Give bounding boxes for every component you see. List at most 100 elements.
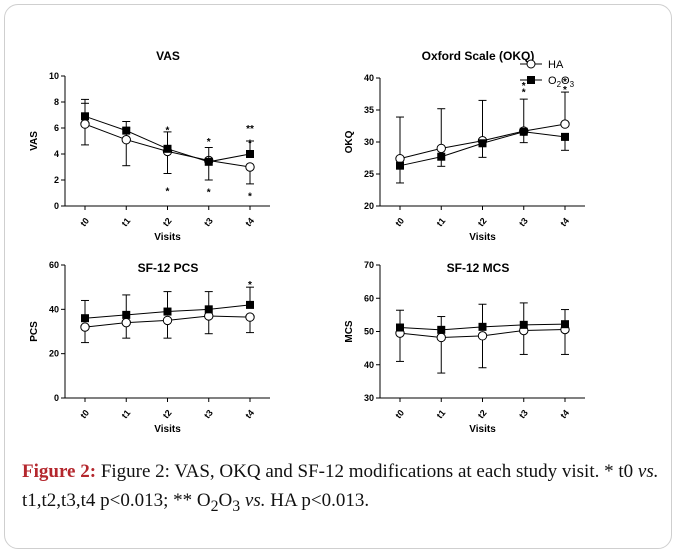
data-point-o2o3 [163,307,172,316]
legend: HA O2O3 [520,59,575,89]
significance-marker: * [207,188,211,199]
caption-vs-2: vs. [244,490,266,511]
data-point-ha [80,322,90,332]
y-tick-label: 20 [49,349,59,359]
x-tick-label: t3 [517,408,530,421]
y-tick-label: 50 [364,327,374,337]
data-point-ha [121,317,131,328]
y-tick-label: 60 [364,293,374,303]
legend-o2o3-label: O2O3 [548,75,575,89]
caption-label: Figure 2: [22,461,97,482]
significance-marker: * [248,280,252,291]
caption-sub-1: 2 [210,497,219,515]
caption-text-c: O [218,490,233,511]
x-tick-label: t2 [476,216,489,229]
x-tick-label: t2 [161,216,174,229]
significance-marker: * [522,87,526,98]
x-tick-label: t1 [120,216,133,229]
y-tick-label: 30 [364,137,374,147]
x-axis-label: Visits [154,232,181,243]
x-tick-label: t1 [435,408,448,421]
caption-sub-2: 3 [232,497,241,515]
legend-o2o3-marker [527,76,535,84]
x-tick-label: t0 [393,408,406,421]
y-tick-label: 6 [54,123,59,133]
caption-vs-1: vs. [637,461,659,482]
y-axis-label: MCS [344,320,355,343]
y-tick-label: 40 [364,360,374,370]
data-point-o2o3 [122,126,131,135]
x-tick-label: t2 [161,408,174,421]
y-tick-label: 10 [49,71,59,81]
x-axis-label: Visits [469,424,496,435]
data-point-o2o3 [81,112,89,121]
chart-title: Oxford Scale (OKQ) [422,49,535,63]
x-tick-label: t0 [78,216,91,229]
data-point-ha [436,332,446,343]
y-tick-label: 0 [54,393,59,403]
data-point-o2o3 [519,127,528,136]
data-point-o2o3 [519,320,528,329]
y-tick-label: 0 [54,201,59,211]
data-point-o2o3 [246,300,254,309]
significance-marker: * [248,192,252,203]
data-point-o2o3 [396,323,404,332]
data-point-ha [436,143,446,154]
x-tick-label: t3 [202,408,215,421]
data-point-o2o3 [204,305,213,314]
y-axis-label: VAS [29,131,40,151]
x-tick-label: t3 [517,216,530,229]
data-point-o2o3 [396,161,404,170]
data-point-ha [162,315,173,326]
data-point-ha [395,153,405,164]
chart-title: SF-12 PCS [138,261,199,275]
chart-title: SF-12 MCS [447,261,510,275]
legend-ha-marker [526,59,536,69]
chart-panel-3: SF-12 PCS 0 20 40 60 t0 t1 t2 t3 t4 Visits PCS * [29,260,270,435]
figure-frame [4,4,672,549]
y-tick-label: 40 [364,73,374,83]
significance-marker: * [166,186,170,197]
data-point-ha [245,162,255,172]
data-point-o2o3 [561,320,569,329]
data-point-ha [560,119,570,129]
caption-text-e: HA p<0.013. [265,490,370,511]
data-point-ha [80,119,90,129]
x-tick-label: t2 [476,408,489,421]
significance-marker: * [207,137,211,148]
y-tick-label: 30 [364,393,374,403]
data-point-ha [121,135,131,145]
y-axis-label: PCS [29,321,40,342]
x-tick-label: t1 [120,408,133,421]
x-tick-label: t4 [558,408,571,421]
significance-marker: ** [246,124,254,135]
y-axis-label: OKQ [344,130,355,153]
significance-marker: * [166,125,170,136]
y-tick-label: 20 [364,201,374,211]
x-axis-label: Visits [469,232,496,243]
chart-panel-4: SF-12 MCS 30 40 50 60 70 t0 t1 t2 t3 t4 Visits MCS [344,260,585,435]
y-tick-label: 8 [54,97,59,107]
y-tick-label: 35 [364,105,374,115]
data-point-o2o3 [81,314,89,323]
significance-marker: * [563,77,567,88]
data-point-o2o3 [561,132,569,141]
y-tick-label: 40 [49,304,59,314]
x-tick-label: t4 [243,216,256,229]
y-tick-label: 60 [49,260,59,270]
x-tick-label: t4 [558,216,571,229]
x-axis-label: Visits [154,424,181,435]
significance-marker: * [248,138,252,149]
x-tick-label: t0 [393,216,406,229]
data-point-o2o3 [204,157,213,166]
x-tick-label: t3 [202,216,215,229]
legend-ha-label: HA [548,59,564,71]
caption-text-b: t1,t2,t3,t4 p<0.013; ** O [22,490,211,511]
chart-title: VAS [156,49,180,63]
y-tick-label: 70 [364,260,374,270]
data-point-o2o3 [478,322,487,331]
caption-text-a: Figure 2: VAS, OKQ and SF-12 modificatio… [96,461,638,482]
x-tick-label: t4 [243,408,256,421]
